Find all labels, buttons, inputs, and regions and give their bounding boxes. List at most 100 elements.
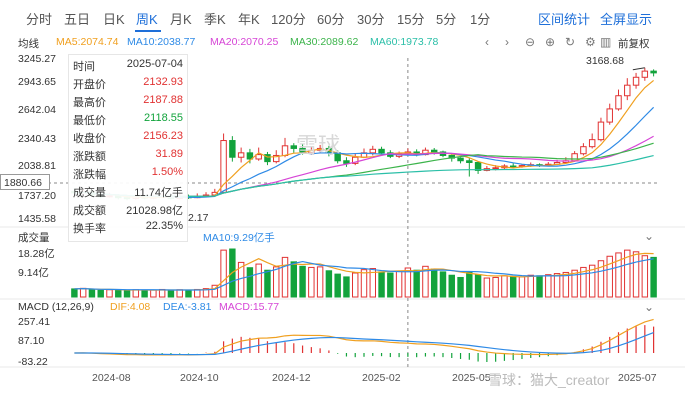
volume-bar — [545, 274, 552, 298]
zoom-out-icon[interactable]: ⊖ — [525, 35, 536, 49]
tab-period-6[interactable]: 年K — [238, 12, 260, 27]
reset-icon[interactable]: ↻ — [565, 35, 576, 49]
tooltip-row: 涨跌额 31.89 — [73, 148, 183, 164]
volume-ma10-legend: MA10:9.29亿手 — [203, 232, 275, 244]
macd-options-icon[interactable]: ⌄ — [644, 300, 655, 314]
chevron-left-icon[interactable]: ‹ — [485, 35, 489, 49]
candle-body — [255, 154, 262, 160]
settings-icon[interactable]: ⚙ — [585, 35, 596, 49]
tooltip-key: 换手率 — [73, 223, 106, 235]
candle-body — [264, 154, 271, 163]
volume-bar — [536, 275, 543, 298]
volume-ma10-line — [74, 258, 654, 291]
macd-tick: -83.22 — [18, 356, 48, 368]
tab-period-3[interactable]: 周K — [136, 12, 158, 27]
tab-period-8[interactable]: 60分 — [317, 12, 345, 27]
x-tick: 2025-02 — [362, 372, 401, 384]
candle-body — [430, 149, 438, 153]
tab-period-2[interactable]: 日K — [103, 12, 125, 27]
candle-body — [466, 160, 473, 164]
volume-bar — [466, 271, 473, 298]
tooltip-row: 时间 2025-07-04 — [73, 58, 183, 74]
tooltip-row: 换手率 22.35% — [73, 220, 183, 236]
volume-bar — [413, 269, 420, 298]
volume-bar — [483, 277, 491, 298]
main-legend: 均线 MA5:2074.74 MA10:2038.77 MA20:2070.25… — [0, 36, 685, 50]
volume-bar — [360, 269, 368, 298]
bar-chart-icon[interactable]: ▥ — [600, 35, 612, 49]
volume-bar — [474, 274, 482, 298]
adjust-mode[interactable]: 前复权 — [618, 38, 650, 50]
volume-bar — [79, 287, 87, 298]
macd-value-legend: MACD:15.77 — [219, 301, 280, 313]
tab-period-5[interactable]: 季K — [204, 12, 226, 27]
tab-period-4[interactable]: 月K — [170, 12, 192, 27]
tab-period-7[interactable]: 120分 — [271, 12, 306, 27]
tab-period-10[interactable]: 15分 — [397, 12, 425, 27]
volume-bar — [264, 269, 271, 298]
tooltip-value: 31.89 — [155, 148, 183, 160]
tab-period-12[interactable]: 1分 — [470, 12, 491, 27]
volume-options-icon[interactable]: ⌄ — [644, 229, 655, 243]
zoom-in-icon[interactable]: ⊕ — [545, 35, 556, 49]
volume-bar — [211, 284, 219, 298]
x-tick: 2025-07 — [618, 372, 657, 384]
candle-body — [597, 121, 605, 141]
candle-body — [615, 95, 622, 110]
volume-bar — [369, 268, 376, 298]
volume-bar — [650, 256, 657, 298]
volume-bar — [316, 266, 324, 298]
tooltip-row: 收盘价 2156.23 — [73, 130, 183, 146]
volume-bar — [71, 288, 78, 298]
volume-bar — [378, 271, 385, 298]
x-tick: 2025-05 — [452, 372, 491, 384]
interval-stats-link[interactable]: 区间统计 — [538, 12, 591, 27]
tab-period-11[interactable]: 5分 — [436, 12, 457, 27]
volume-bar — [509, 275, 517, 298]
dea-legend: DEA:-3.81 — [163, 301, 212, 313]
candle-body — [580, 146, 587, 155]
volume-bar — [246, 267, 254, 298]
price-tick: 3245.27 — [18, 53, 56, 65]
candle-body — [641, 70, 649, 78]
volume-bar — [202, 288, 210, 298]
volume-bar — [571, 269, 578, 298]
tab-period-0[interactable]: 分时 — [26, 12, 53, 27]
volume-bar — [404, 267, 412, 298]
volume-bar — [430, 268, 438, 298]
macd-tick: 87.10 — [18, 335, 45, 347]
tab-period-9[interactable]: 30分 — [357, 12, 385, 27]
volume-bar — [439, 271, 447, 298]
tooltip-value: 22.35% — [145, 220, 183, 232]
tooltip-value: 2025-07-04 — [126, 58, 183, 70]
ma60-legend: MA60:1973.78 — [370, 36, 439, 48]
candle-body — [457, 157, 464, 162]
candle-body — [237, 152, 245, 158]
tooltip-key: 成交额 — [73, 205, 106, 217]
tab-period-1[interactable]: 五日 — [64, 12, 91, 27]
volume-bar — [167, 289, 175, 298]
volume-bar — [141, 289, 148, 298]
volume-bar — [273, 266, 280, 298]
price-tick: 2038.81 — [18, 160, 56, 172]
volume-bar — [387, 272, 394, 298]
volume-bar — [615, 252, 622, 298]
tooltip-row: 成交量 11.74亿手 — [73, 184, 183, 200]
chevron-right-icon[interactable]: › — [505, 35, 509, 49]
volume-bar — [457, 276, 464, 298]
price-tick: 2340.43 — [18, 133, 56, 145]
volume-bar — [597, 260, 605, 298]
volume-bar — [588, 264, 596, 298]
candle-body — [588, 139, 596, 148]
source-watermark: 雪球：猫大_creator — [488, 372, 610, 388]
fullscreen-link[interactable]: 全屏显示 — [600, 12, 653, 27]
ma20-legend: MA20:2070.25 — [210, 36, 279, 48]
volume-bar — [334, 273, 341, 298]
volume-bar — [281, 256, 289, 298]
cursor-price-label: 1880.66 — [0, 174, 50, 190]
volume-tick: 18.28亿 — [18, 248, 55, 260]
macd-legend: MACD (12,26,9) DIF:4.08 DEA:-3.81 MACD:1… — [0, 301, 685, 315]
tooltip-key: 最低价 — [73, 115, 106, 127]
ma5-legend: MA5:2074.74 — [56, 36, 119, 48]
